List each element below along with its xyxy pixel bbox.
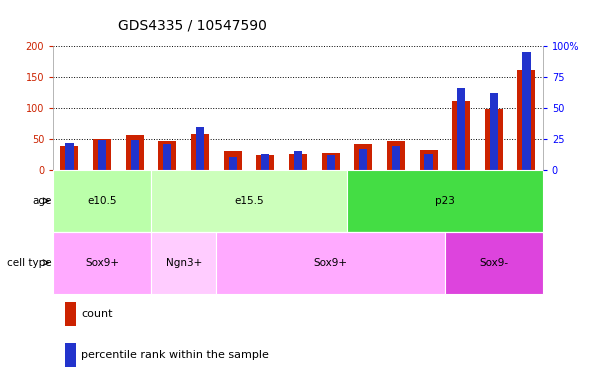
Bar <box>217 232 445 293</box>
Bar <box>196 126 204 170</box>
Text: Sox9-: Sox9- <box>479 258 509 268</box>
Bar <box>53 232 151 293</box>
Bar <box>347 170 543 232</box>
Bar <box>326 155 335 170</box>
Bar <box>392 146 400 170</box>
Bar <box>130 140 139 170</box>
Text: p23: p23 <box>435 196 455 206</box>
Text: Sox9+: Sox9+ <box>85 258 119 268</box>
Bar <box>98 140 106 170</box>
Text: Ngn3+: Ngn3+ <box>166 258 202 268</box>
Bar <box>322 153 340 170</box>
Bar <box>158 141 176 170</box>
Bar <box>359 149 368 170</box>
Bar <box>387 141 405 170</box>
Bar <box>228 157 237 170</box>
Bar <box>163 144 172 170</box>
Bar <box>522 52 530 170</box>
Bar <box>445 232 543 293</box>
Bar <box>517 70 536 170</box>
Bar <box>224 151 242 170</box>
Text: GDS4335 / 10547590: GDS4335 / 10547590 <box>118 19 267 33</box>
Text: age: age <box>32 196 51 206</box>
Bar <box>457 88 466 170</box>
Text: Sox9+: Sox9+ <box>314 258 348 268</box>
Bar <box>261 154 270 170</box>
Bar <box>191 134 209 170</box>
Bar <box>490 93 498 170</box>
Bar <box>485 109 503 170</box>
Bar <box>419 150 438 170</box>
Bar <box>354 144 372 170</box>
Bar <box>93 139 111 170</box>
Bar <box>151 170 347 232</box>
Bar <box>65 302 76 326</box>
Bar <box>256 155 274 170</box>
Text: percentile rank within the sample: percentile rank within the sample <box>81 350 269 360</box>
Bar <box>126 134 144 170</box>
Bar <box>424 154 432 170</box>
Bar <box>289 154 307 170</box>
Bar <box>65 343 76 367</box>
Bar <box>294 151 302 170</box>
Text: count: count <box>81 310 113 319</box>
Bar <box>452 101 470 170</box>
Text: cell type: cell type <box>7 258 51 268</box>
Bar <box>60 146 78 170</box>
Bar <box>65 142 74 170</box>
Text: e10.5: e10.5 <box>87 196 117 206</box>
Text: e15.5: e15.5 <box>234 196 264 206</box>
Bar <box>53 170 151 232</box>
Bar <box>151 232 217 293</box>
